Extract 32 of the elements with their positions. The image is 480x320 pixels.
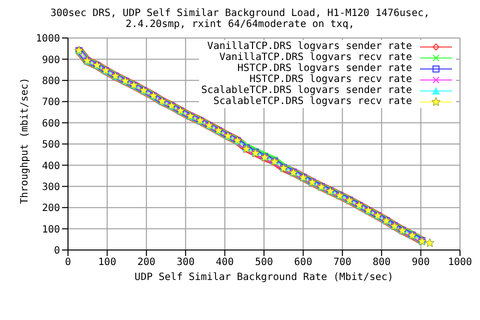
y-tick-label: 700 [42, 97, 60, 108]
legend-label: ScalableTCP.DRS logvars sender rate [201, 85, 412, 96]
x-tick-label: 400 [216, 257, 234, 268]
x-tick-label: 800 [372, 257, 391, 268]
y-tick-label: 900 [42, 54, 60, 66]
y-tick-label: 0 [54, 246, 60, 257]
x-tick-label: 900 [412, 257, 430, 268]
x-tick-label: 500 [254, 257, 274, 268]
y-tick-label: 600 [42, 118, 60, 130]
x-tick-label: 200 [137, 257, 156, 268]
legend-label: VanillaTCP.DRS logvars recv rate [219, 52, 412, 63]
y-axis-title: Throughput (mbit/sec) [20, 78, 31, 204]
y-tick-label: 200 [42, 203, 60, 214]
x-tick-label: 600 [294, 257, 312, 268]
x-axis-title: UDP Self Similar Background Rate (Mbit/sec) [134, 272, 394, 283]
legend-label: ScalableTCP.DRS logvars recv rate [213, 96, 412, 107]
chart-title: 300sec DRS, UDP Self Similar Background Load, H1-M120 1476usec, [49, 8, 431, 19]
legend-label: VanillaTCP.DRS logvars sender rate [207, 41, 412, 52]
x-tick-label: 1000 [448, 257, 472, 268]
y-tick-label: 300 [42, 182, 60, 193]
x-tick-label: 100 [98, 257, 116, 268]
chart-subtitle: 2.4.20smp, rxint 64/64moderate on txq, [124, 19, 356, 30]
y-tick-label: 100 [42, 224, 60, 236]
x-tick-label: 0 [64, 257, 72, 268]
x-tick-label: 300 [176, 257, 195, 268]
legend-label: HSTCP.DRS logvars recv rate [249, 74, 412, 85]
y-tick-label: 800 [42, 76, 60, 87]
y-tick-label: 500 [42, 140, 60, 151]
y-tick-label: 1000 [36, 34, 60, 45]
x-tick-label: 700 [333, 257, 352, 268]
legend-label: HSTCP.DRS logvars sender rate [237, 63, 412, 74]
y-tick-label: 400 [42, 160, 60, 172]
